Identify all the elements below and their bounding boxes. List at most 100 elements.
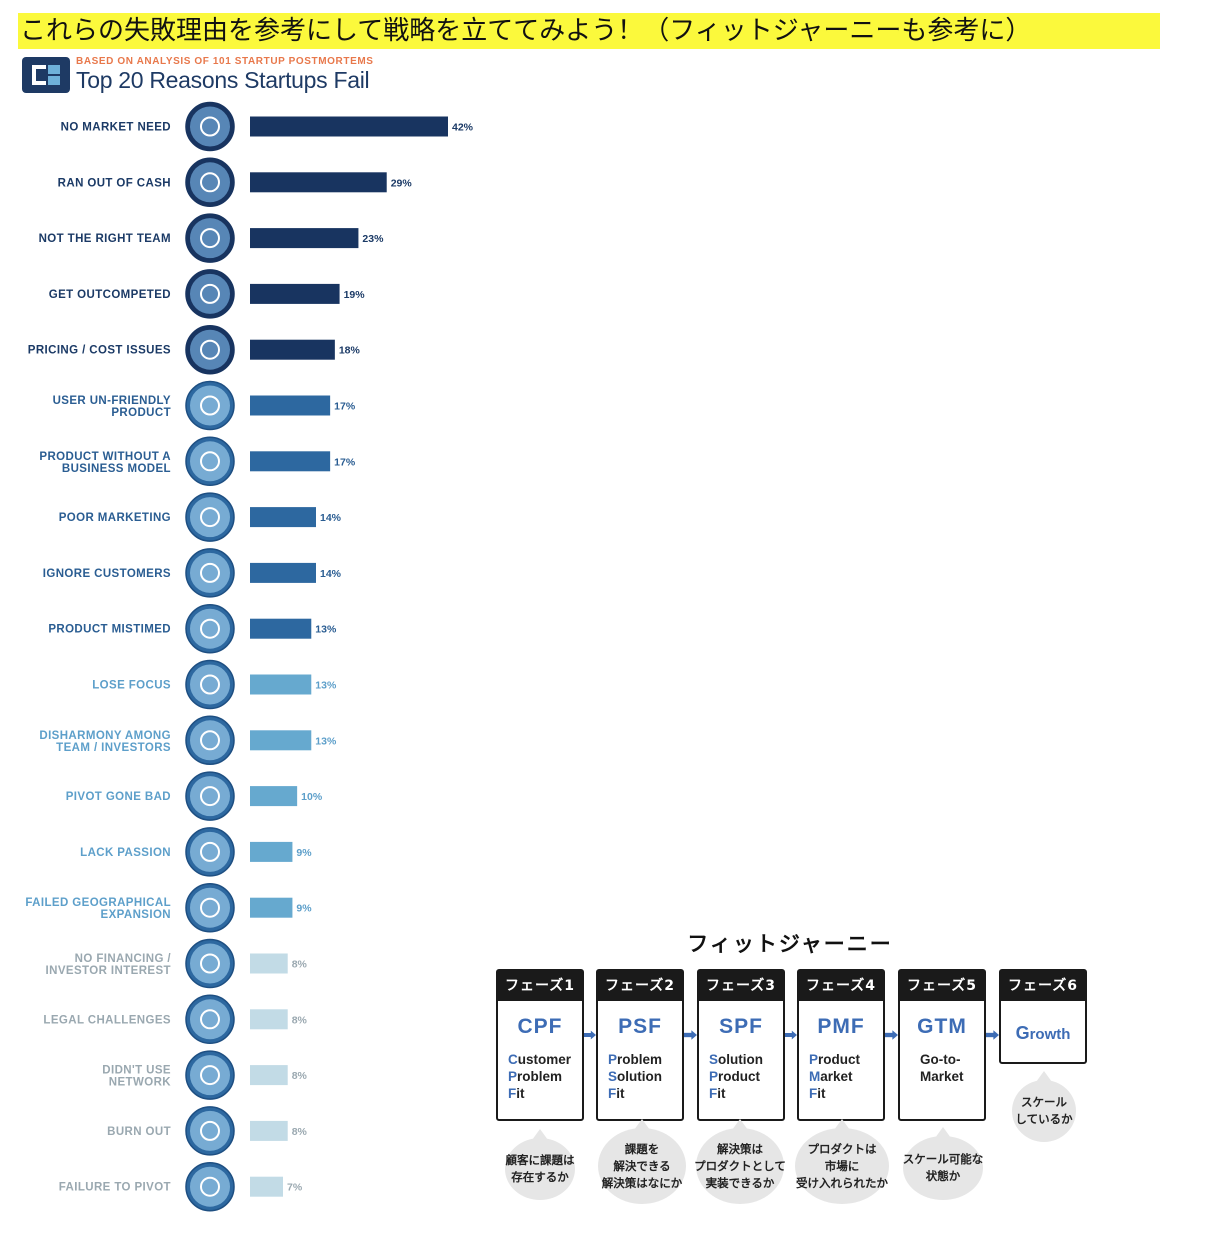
broken-pencil-icon bbox=[185, 771, 235, 821]
category-label: DISHARMONY AMONG TEAM / INVESTORS bbox=[39, 730, 171, 754]
bar bbox=[250, 116, 448, 137]
bar-value-label: 8% bbox=[292, 1070, 308, 1082]
bar-value-label: 17% bbox=[334, 401, 356, 413]
bar bbox=[250, 395, 331, 416]
phase-card: フェーズ3 SPF Solution Product Fit bbox=[697, 969, 785, 1121]
category-label: POOR MARKETING bbox=[59, 512, 171, 524]
bar bbox=[250, 1009, 288, 1030]
bar bbox=[250, 1176, 283, 1197]
phase-question-bubble: スケール可能な 状態か bbox=[903, 1127, 983, 1200]
fuel-pump-icon bbox=[185, 1106, 235, 1156]
phase-abbreviation: PSF bbox=[618, 1015, 662, 1038]
phase-abbreviation: SPF bbox=[719, 1015, 763, 1038]
arrow-right-icon bbox=[684, 1024, 697, 1050]
category-label: PRICING / COST ISSUES bbox=[28, 345, 171, 357]
category-label: FAILURE TO PIVOT bbox=[59, 1182, 171, 1194]
phase-full-name: Customer Problem Fit bbox=[508, 1052, 572, 1101]
podium-icon bbox=[185, 269, 235, 319]
phase-full-name: Go-to- Market bbox=[920, 1052, 964, 1084]
phase-header: フェーズ6 bbox=[1001, 971, 1085, 1001]
category-label: USER UN-FRIENDLY PRODUCT bbox=[53, 395, 171, 419]
phase-full-name: Product Market Fit bbox=[809, 1052, 861, 1101]
phase-question-bubble: スケール しているか bbox=[1012, 1071, 1076, 1142]
phase-question-bubble: 解決策は プロダクトとして 実装できるか bbox=[694, 1119, 786, 1204]
bar bbox=[250, 786, 298, 807]
bar-value-label: 13% bbox=[315, 680, 337, 692]
category-label: NO FINANCING / INVESTOR INTEREST bbox=[46, 953, 172, 977]
bar bbox=[250, 618, 312, 639]
bar-value-label: 18% bbox=[339, 345, 361, 357]
infographic-subtitle: BASED ON ANALYSIS OF 101 STARTUP POSTMOR… bbox=[76, 56, 374, 67]
bar bbox=[250, 897, 293, 918]
bar bbox=[250, 451, 331, 472]
bar-value-label: 8% bbox=[292, 1126, 308, 1138]
phase-full-name: Problem Solution Fit bbox=[608, 1052, 663, 1101]
infographic-title: Top 20 Reasons Startups Fail bbox=[76, 67, 370, 93]
phase-header: フェーズ4 bbox=[799, 971, 883, 1001]
phase-header: フェーズ2 bbox=[598, 971, 682, 1001]
category-label: LACK PASSION bbox=[80, 847, 171, 859]
bar-value-label: 7% bbox=[287, 1182, 303, 1194]
bar bbox=[250, 953, 288, 974]
phase-question-bubble: 課題を 解決できる 解決策はなにか bbox=[598, 1119, 686, 1204]
bar-value-label: 17% bbox=[334, 456, 356, 468]
bar bbox=[250, 228, 359, 249]
bar bbox=[250, 507, 316, 528]
bar-value-label: 19% bbox=[344, 289, 366, 301]
phase-abbreviation: GTM bbox=[917, 1015, 967, 1038]
network-icon bbox=[185, 1050, 235, 1100]
bar-value-label: 23% bbox=[362, 233, 384, 245]
bar bbox=[250, 283, 340, 304]
arrow-right-icon bbox=[885, 1024, 898, 1050]
arrow-right-icon bbox=[785, 1024, 797, 1050]
fit-journey-title: フィットジャーニー bbox=[687, 932, 893, 956]
phase-header: フェーズ1 bbox=[498, 971, 582, 1001]
phase-abbreviation: Growth bbox=[1015, 1023, 1071, 1043]
phase-question-bubble: 顧客に課題は 存在するか bbox=[505, 1129, 575, 1200]
bar bbox=[250, 730, 312, 751]
phase-header: フェーズ5 bbox=[900, 971, 984, 1001]
bar bbox=[250, 1065, 288, 1086]
bar-value-label: 8% bbox=[292, 1014, 308, 1026]
arrow-right-icon bbox=[986, 1024, 999, 1050]
phase-card: フェーズ6 Growth bbox=[999, 969, 1087, 1064]
bar-value-label: 13% bbox=[315, 624, 337, 636]
category-label: PRODUCT WITHOUT A BUSINESS MODEL bbox=[39, 451, 171, 475]
tug-of-war-icon bbox=[185, 715, 235, 766]
money-drain-icon bbox=[185, 157, 235, 208]
bar bbox=[250, 841, 293, 862]
monkey-icon bbox=[185, 548, 235, 598]
coins-icon bbox=[185, 324, 235, 375]
phase-abbreviation: CPF bbox=[517, 1015, 563, 1038]
banner-heading: これらの失敗理由を参考にして戦略を立ててみよう！（フィットジャーニーも参考に） bbox=[18, 13, 1160, 49]
puzzle-icon bbox=[185, 101, 235, 152]
category-label: BURN OUT bbox=[107, 1126, 171, 1138]
sleep-zz-icon bbox=[185, 827, 235, 877]
bar-value-label: 14% bbox=[320, 568, 342, 580]
bar bbox=[250, 674, 312, 695]
hand-icon bbox=[185, 938, 235, 989]
team-icon bbox=[185, 213, 235, 263]
category-label: GET OUTCOMPETED bbox=[49, 289, 171, 301]
snowflake-icon bbox=[185, 603, 235, 654]
bar-value-label: 14% bbox=[320, 512, 342, 524]
phase-card: フェーズ5 GTM Go-to- Market bbox=[898, 969, 986, 1121]
rickshaw-icon bbox=[185, 436, 235, 487]
location-pin-icon bbox=[185, 882, 235, 933]
bar-value-label: 13% bbox=[315, 735, 337, 747]
bar bbox=[250, 562, 316, 583]
category-label: LOSE FOCUS bbox=[92, 680, 171, 692]
bar-value-label: 10% bbox=[301, 791, 323, 803]
thumbs-down-icon bbox=[185, 380, 235, 431]
category-label: NO MARKET NEED bbox=[61, 122, 171, 134]
phase-question-bubble: プロダクトは 市場に 受け入れられたか bbox=[795, 1119, 889, 1204]
category-label: PIVOT GONE BAD bbox=[66, 791, 171, 803]
category-label: FAILED GEOGRAPHICAL EXPANSION bbox=[25, 897, 171, 921]
megaphone-icon bbox=[185, 492, 235, 542]
bar-value-label: 29% bbox=[391, 177, 413, 189]
reasons-bar-chart: NO MARKET NEED 42% RAN OUT OF CASH 29% NOT T… bbox=[25, 101, 474, 1212]
scatter-arrows-icon bbox=[185, 659, 235, 710]
category-label: RAN OUT OF CASH bbox=[58, 177, 171, 189]
phase-full-name: Solution Product Fit bbox=[709, 1052, 763, 1101]
bar-value-label: 9% bbox=[296, 847, 312, 859]
